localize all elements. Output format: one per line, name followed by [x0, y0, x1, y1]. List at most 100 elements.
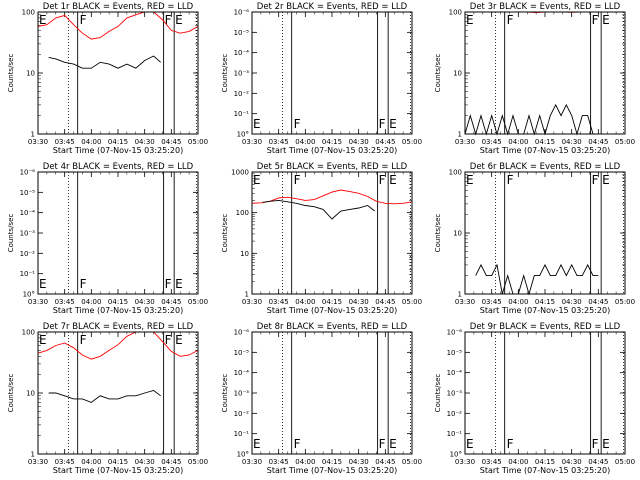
marker-f-label: F — [294, 437, 301, 451]
marker-e-label: E — [389, 437, 397, 451]
panel-det-9: Det 9r BLACK = Events, RED = LLD 10° 10⁻¹ 1… — [434, 322, 635, 475]
x-tick-label: 04:15 — [322, 298, 342, 306]
lld-series-line — [37, 331, 199, 360]
plot-frame — [464, 331, 626, 455]
x-tick-label: 04:45 — [375, 138, 395, 146]
marker-f-label: F — [592, 13, 599, 27]
y-tick-label: 10⁻⁵ — [447, 349, 463, 357]
panel-det-4: Det 4r BLACK = Events, RED = LLD 10° 10⁻¹ 1… — [7, 162, 208, 315]
y-tick-label: 10⁻¹ — [20, 270, 36, 278]
x-tick-label: 03:30 — [455, 458, 475, 466]
panel-det-8: Det 8r BLACK = Events, RED = LLD 10° 10⁻¹ 1… — [221, 322, 422, 475]
panel-title: Det 6r BLACK = Events, RED = LLD — [470, 162, 621, 172]
marker-e-label: E — [175, 13, 183, 27]
marker-f-label: F — [294, 173, 301, 187]
panel-title: Det 8r BLACK = Events, RED = LLD — [257, 322, 408, 332]
y-tick-label: 1 — [31, 451, 35, 459]
y-tick-label: 10⁻² — [234, 90, 250, 98]
x-tick-label: 04:15 — [108, 138, 128, 146]
x-tick-label: 03:30 — [28, 138, 48, 146]
plot-frame — [37, 11, 199, 135]
x-tick-label: 04:15 — [322, 138, 342, 146]
plot-frame — [464, 171, 626, 295]
y-tick-label: 10⁻⁶ — [20, 169, 36, 177]
x-tick-label: 04:45 — [588, 138, 608, 146]
x-tick-label: 03:45 — [269, 458, 289, 466]
y-axis-label: Counts/sec — [221, 54, 229, 93]
x-tick-label: 03:30 — [455, 138, 475, 146]
y-tick-label: 10⁻¹ — [447, 430, 463, 438]
x-tick-label: 04:15 — [322, 458, 342, 466]
y-tick-label: 10° — [450, 451, 462, 459]
x-tick-label: 04:00 — [81, 138, 101, 146]
x-tick-label: 04:30 — [135, 298, 155, 306]
x-tick-label: 04:30 — [349, 138, 369, 146]
x-tick-label: 04:45 — [161, 458, 181, 466]
panel-title: Det 4r BLACK = Events, RED = LLD — [43, 162, 194, 172]
panel-title: Det 3r BLACK = Events, RED = LLD — [470, 2, 621, 12]
plot-frame — [251, 331, 413, 455]
plot-frame — [251, 11, 413, 135]
x-tick-label: 04:45 — [161, 298, 181, 306]
lld-series-line — [37, 11, 199, 40]
marker-f-label: F — [294, 117, 301, 131]
x-tick-label: 05:00 — [402, 458, 422, 466]
marker-e-label: E — [602, 13, 610, 27]
events-series-line — [262, 199, 375, 220]
x-tick-label: 04:00 — [81, 458, 101, 466]
y-tick-label: 10⁻¹ — [234, 430, 250, 438]
x-tick-label: 04:15 — [108, 458, 128, 466]
x-tick-label: 04:30 — [562, 458, 582, 466]
y-tick-label: 10⁻⁵ — [234, 349, 250, 357]
events-series-line — [475, 263, 599, 296]
panel-title: Det 2r BLACK = Events, RED = LLD — [257, 2, 408, 12]
x-tick-label: 05:00 — [615, 138, 635, 146]
marker-e-label: E — [175, 333, 183, 347]
y-tick-label: 10° — [23, 291, 35, 299]
y-tick-label: 10⁻⁵ — [234, 29, 250, 37]
lld-series-line — [251, 189, 413, 205]
x-axis-label: Start Time (07-Nov-15 03:25:20) — [267, 146, 397, 155]
marker-e-label: E — [602, 437, 610, 451]
y-tick-label: 10 — [26, 70, 35, 78]
x-tick-label: 04:30 — [562, 138, 582, 146]
y-tick-label: 100 — [236, 209, 249, 217]
y-axis-label: Counts/sec — [221, 214, 229, 253]
marker-e-label: E — [39, 13, 47, 27]
marker-f-label: F — [379, 437, 386, 451]
x-tick-label: 03:45 — [55, 298, 75, 306]
y-tick-label: 10⁻¹ — [234, 110, 250, 118]
panel-title: Det 1r BLACK = Events, RED = LLD — [43, 2, 194, 12]
x-tick-label: 05:00 — [402, 138, 422, 146]
x-tick-label: 04:00 — [295, 298, 315, 306]
y-tick-label: 100 — [22, 329, 35, 337]
x-tick-label: 03:45 — [482, 138, 502, 146]
x-tick-label: 04:00 — [295, 138, 315, 146]
y-tick-label: 1 — [458, 131, 462, 139]
y-tick-label: 1 — [245, 291, 249, 299]
marker-e-label: E — [466, 437, 474, 451]
x-tick-label: 04:15 — [535, 298, 555, 306]
x-axis-label: Start Time (07-Nov-15 03:25:20) — [480, 466, 610, 475]
y-tick-label: 1 — [31, 131, 35, 139]
y-tick-label: 100 — [449, 9, 462, 17]
marker-f-label: F — [379, 173, 386, 187]
y-tick-label: 10⁻⁴ — [234, 49, 250, 57]
x-tick-label: 03:30 — [28, 298, 48, 306]
x-tick-label: 04:45 — [588, 458, 608, 466]
x-axis-label: Start Time (07-Nov-15 03:25:20) — [267, 306, 397, 315]
x-tick-label: 03:45 — [482, 298, 502, 306]
x-axis-label: Start Time (07-Nov-15 03:25:20) — [53, 306, 183, 315]
x-tick-label: 05:00 — [615, 298, 635, 306]
marker-f-label: F — [165, 13, 172, 27]
x-tick-label: 05:00 — [615, 458, 635, 466]
panel-det-5: Det 5r BLACK = Events, RED = LLD 1 10 100 10… — [221, 162, 422, 315]
x-tick-label: 03:30 — [455, 298, 475, 306]
events-series-line — [48, 55, 161, 69]
y-tick-label: 10 — [453, 230, 462, 238]
plot-frame — [37, 171, 199, 295]
y-tick-label: 10⁻³ — [447, 390, 463, 398]
y-tick-label: 10⁻⁴ — [234, 369, 250, 377]
x-tick-label: 05:00 — [402, 298, 422, 306]
